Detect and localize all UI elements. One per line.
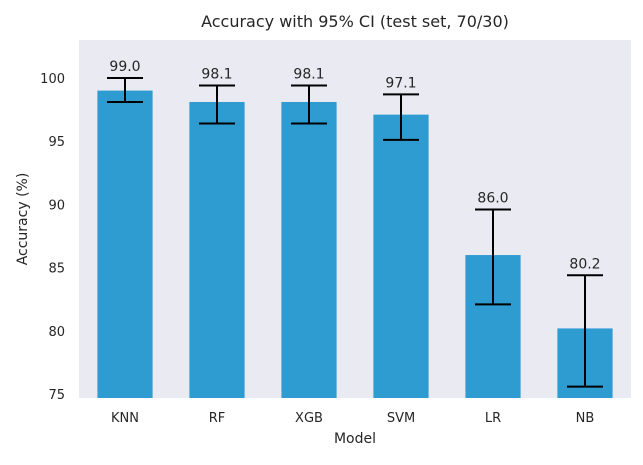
errorbar-lr xyxy=(475,208,511,306)
x-tick-label-lr: LR xyxy=(485,411,501,426)
bar-knn xyxy=(97,90,153,398)
y-axis-title: Accuracy (%) xyxy=(15,173,31,266)
y-tick-label-80: 80 xyxy=(48,325,65,340)
x-tick-label-nb: NB xyxy=(576,411,595,426)
labels-layer: 99.0 98.1 98.1 97.1 86.0 80.2 xyxy=(109,59,600,272)
errorbar-svm xyxy=(383,93,419,141)
x-tick-label-knn: KNN xyxy=(111,411,139,426)
y-axis: 75 80 85 90 95 100 xyxy=(40,72,65,403)
x-tick-label-svm: SVM xyxy=(387,411,415,426)
chart-title: Accuracy with 95% CI (test set, 70/30) xyxy=(201,12,509,31)
errorbar-xgb xyxy=(291,84,327,125)
x-tick-label-rf: RF xyxy=(209,411,226,426)
bar-xgb xyxy=(281,101,337,398)
bars-layer xyxy=(97,90,613,398)
x-axis: KNN RF XGB SVM LR NB xyxy=(111,411,594,426)
data-label-lr: 86.0 xyxy=(477,191,508,207)
plot-area xyxy=(79,40,631,398)
errorbars-layer xyxy=(107,76,603,388)
y-tick-label-75: 75 xyxy=(48,388,65,403)
errorbar-rf xyxy=(199,84,235,125)
y-tick-label-95: 95 xyxy=(48,135,65,150)
bar-svm xyxy=(373,114,429,398)
y-tick-label-100: 100 xyxy=(40,72,65,87)
errorbar-knn xyxy=(107,76,143,103)
y-tick-label-85: 85 xyxy=(48,262,65,277)
data-label-knn: 99.0 xyxy=(109,59,140,75)
data-label-nb: 80.2 xyxy=(569,256,600,272)
data-label-xgb: 98.1 xyxy=(293,67,324,83)
x-tick-label-xgb: XGB xyxy=(295,411,323,426)
x-axis-title: Model xyxy=(334,431,376,447)
y-tick-label-90: 90 xyxy=(48,198,65,213)
errorbar-nb xyxy=(567,274,603,388)
bar-rf xyxy=(189,101,245,398)
data-label-svm: 97.1 xyxy=(385,75,416,91)
data-label-rf: 98.1 xyxy=(201,67,232,83)
